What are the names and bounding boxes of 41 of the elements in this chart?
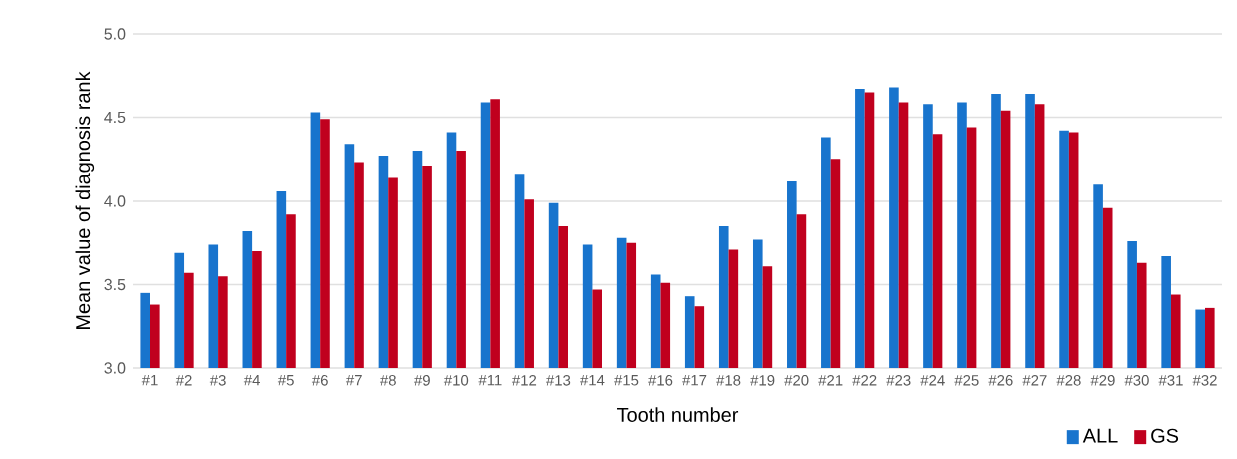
x-tick-label: #9 bbox=[414, 375, 430, 386]
x-tick-label: #18 bbox=[716, 375, 741, 386]
y-tick-label: 5.0 bbox=[104, 28, 126, 40]
x-tick-label: #27 bbox=[1022, 375, 1047, 386]
x-tick-label: #12 bbox=[511, 375, 537, 386]
x-tick-label: #7 bbox=[345, 375, 362, 386]
y-axis-title: Mean value of diagnosis rank bbox=[75, 71, 95, 329]
x-tick-label: #24 bbox=[920, 375, 945, 386]
x-tick-label: #11 bbox=[478, 375, 502, 386]
y-tick-label: 3.5 bbox=[104, 278, 126, 291]
x-tick-label: #8 bbox=[379, 375, 396, 386]
x-tick-label: #10 bbox=[443, 375, 469, 386]
y-tick-label: 3.0 bbox=[104, 362, 126, 374]
x-tick-label: #29 bbox=[1090, 375, 1115, 386]
legend-label: GS bbox=[1151, 428, 1179, 443]
x-tick-label: #32 bbox=[1192, 375, 1217, 386]
x-tick-label: #19 bbox=[750, 375, 775, 386]
x-tick-label: #22 bbox=[852, 375, 877, 386]
x-tick-label: #1 bbox=[141, 375, 158, 386]
x-tick-label: #25 bbox=[954, 375, 979, 386]
y-tick-label: 4.0 bbox=[104, 195, 126, 207]
x-tick-label: #17 bbox=[682, 375, 707, 386]
x-tick-label: #21 bbox=[818, 375, 843, 386]
y-tick-label: 4.5 bbox=[104, 111, 126, 124]
x-tick-label: #15 bbox=[614, 375, 639, 386]
x-tick-label: #16 bbox=[648, 375, 673, 386]
legend-label: ALL bbox=[1082, 428, 1118, 443]
x-tick-label: #30 bbox=[1124, 375, 1149, 386]
x-tick-label: #4 bbox=[243, 375, 260, 386]
x-tick-label: #28 bbox=[1056, 375, 1081, 386]
x-tick-label: #23 bbox=[886, 375, 911, 386]
x-tick-label: #13 bbox=[545, 375, 571, 386]
x-tick-label: #20 bbox=[784, 375, 809, 386]
x-tick-label: #2 bbox=[175, 375, 192, 386]
x-tick-label: #31 bbox=[1158, 375, 1183, 386]
x-tick-label: #5 bbox=[277, 375, 294, 386]
x-tick-label: #14 bbox=[580, 375, 605, 386]
x-tick-label: #26 bbox=[988, 375, 1013, 386]
x-axis-title: Tooth number bbox=[617, 407, 739, 422]
x-tick-label: #6 bbox=[311, 375, 328, 386]
x-tick-label: #3 bbox=[209, 375, 226, 386]
